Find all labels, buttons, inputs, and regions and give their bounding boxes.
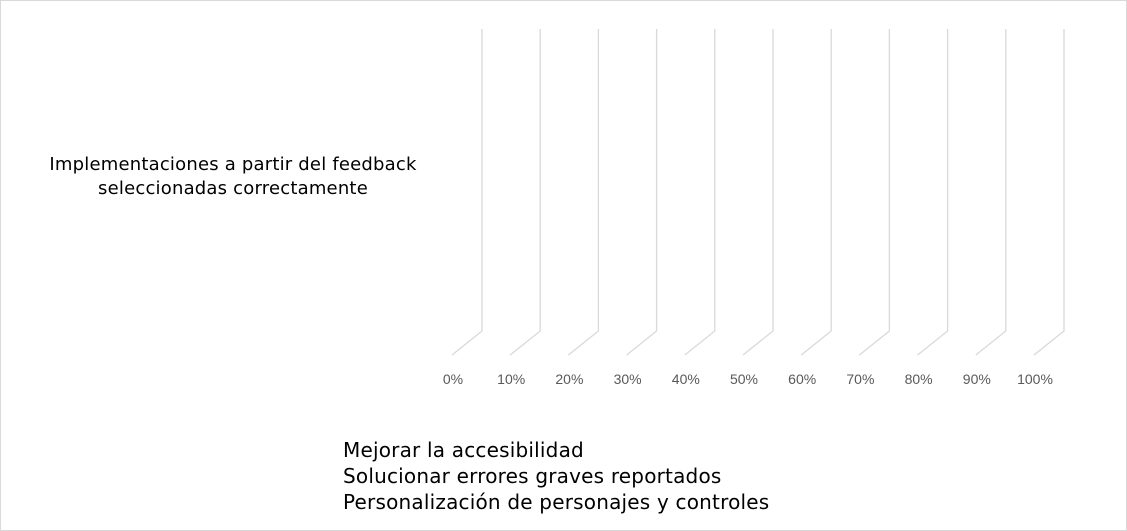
x-tick-label-9: 90% [963, 371, 991, 387]
gridline-9 [975, 29, 1007, 356]
legend-item-2: Personalización de personajes y controle… [343, 490, 770, 514]
x-tick-label-2: 20% [555, 371, 583, 387]
x-tick-label-4: 40% [672, 371, 700, 387]
x-axis-tick-labels: 0% 10% 20% 30% 40% 50% 60% 70% 80% 90% 100% [443, 371, 1053, 387]
gridline-4 [684, 29, 716, 356]
gridline-0 [451, 29, 483, 356]
gridline-10 [1033, 29, 1065, 356]
legend-item-0: Mejorar la accesibilidad [343, 438, 584, 462]
category-label-0: Implementaciones a partir del feedback se… [49, 154, 417, 199]
x-tick-label-1: 10% [497, 371, 525, 387]
legend-item-1: Solucionar errores graves reportados [343, 464, 722, 488]
y-axis-category-labels: Implementaciones a partir del feedback se… [49, 154, 417, 199]
x-tick-label-6: 60% [788, 371, 816, 387]
x-tick-label-5: 50% [730, 371, 758, 387]
x-tick-label-0: 0% [443, 371, 463, 387]
gridline-2 [567, 29, 600, 356]
x-tick-label-10: 100% [1017, 371, 1053, 387]
gridline-6 [800, 29, 832, 356]
gridline-7 [858, 29, 891, 356]
gridline-5 [742, 29, 774, 356]
gridline-1 [509, 29, 541, 356]
gridlines [451, 29, 1065, 356]
x-tick-label-7: 70% [846, 371, 874, 387]
x-tick-label-3: 30% [614, 371, 642, 387]
gridline-8 [917, 29, 949, 356]
x-tick-label-8: 80% [905, 371, 933, 387]
gridline-3 [626, 29, 658, 356]
